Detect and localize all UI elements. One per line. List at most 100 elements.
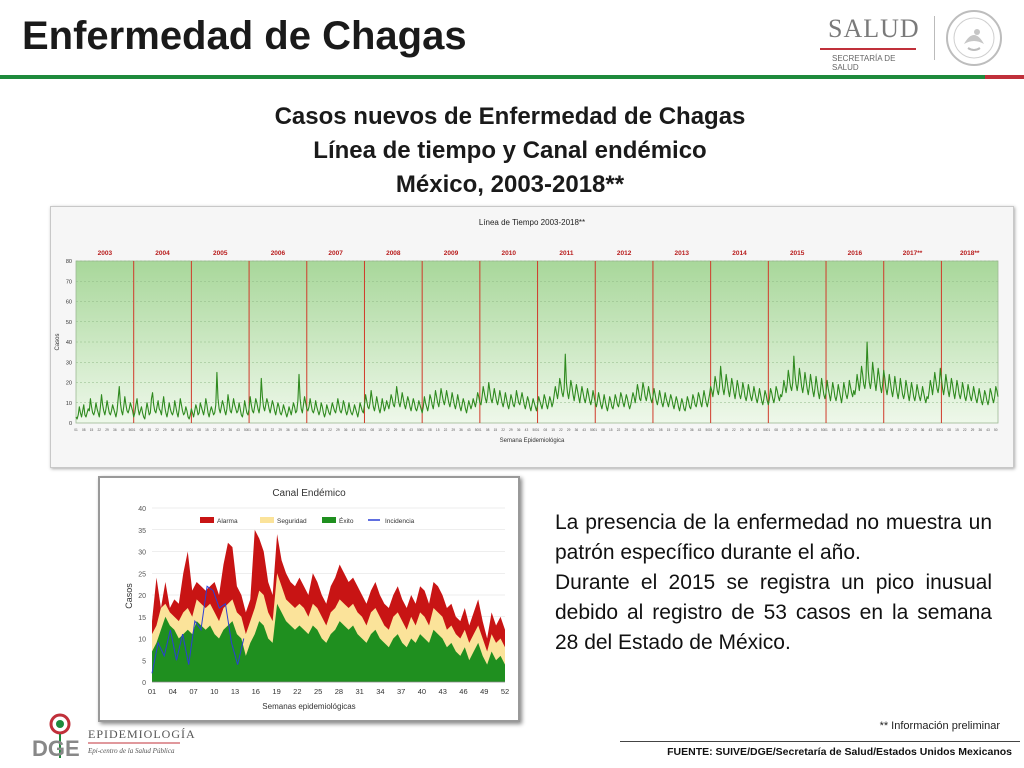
timeline-year-label: 2011 [559, 250, 573, 257]
page-title: Enfermedad de Chagas [22, 14, 467, 58]
endemic-channel-chart: Canal Endémico Semanas epidemiológicas Cas… [124, 488, 509, 711]
timeline-xtick-label: 08 [659, 428, 663, 432]
timeline-xtick-label: 08 [428, 428, 432, 432]
timeline-xtick-label: 15 [897, 428, 901, 432]
canal-ytick-label: 40 [138, 506, 146, 513]
timeline-xtick-label: 01 [478, 428, 482, 432]
canal-xtick-label: 49 [480, 687, 488, 696]
canal-legend-swatch [200, 517, 214, 523]
timeline-xtick-label: 29 [394, 428, 398, 432]
salud-logo-word: SALUD [828, 14, 920, 43]
timeline-xtick-label: 50 [763, 428, 767, 432]
timeline-xtick-label: 36 [632, 428, 636, 432]
timeline-xtick-label: 36 [344, 428, 348, 432]
timeline-xtick-label: 29 [855, 428, 859, 432]
timeline-year-label: 2007 [328, 250, 343, 257]
timeline-xtick-label: 01 [651, 428, 655, 432]
timeline-xtick-label: 50 [994, 428, 998, 432]
timeline-xtick-label: 43 [698, 428, 702, 432]
timeline-year-label: 2005 [213, 250, 228, 257]
timeline-ytick-label: 40 [66, 340, 72, 346]
timeline-title: Línea de Tiempo 2003-2018** [479, 218, 585, 227]
timeline-year-label: 2010 [501, 250, 516, 257]
canal-line-incidencia [151, 585, 245, 674]
timeline-xtick-label: 36 [113, 428, 117, 432]
canal-legend-label: Seguridad [277, 518, 307, 525]
timeline-xtick-label: 29 [567, 428, 571, 432]
timeline-xtick-label: 01 [709, 428, 713, 432]
dge-letters: DGE [32, 736, 80, 761]
timeline-xtick-label: 22 [155, 428, 159, 432]
timeline-xtick-label: 22 [386, 428, 390, 432]
timeline-year-label: 2012 [617, 250, 632, 257]
timeline-xtick-label: 29 [625, 428, 629, 432]
timeline-xtick-label: 01 [74, 428, 78, 432]
canal-xtick-label: 04 [169, 687, 177, 696]
timeline-xtick-label: 15 [724, 428, 728, 432]
timeline-xtick-label: 01 [305, 428, 309, 432]
timeline-xtick-label: 08 [544, 428, 548, 432]
timeline-xtick-label: 15 [494, 428, 498, 432]
timeline-xtick-label: 08 [370, 428, 374, 432]
canal-area-exito [152, 603, 505, 682]
epidemiologia-word: EPIDEMIOLOGÍA [88, 727, 196, 741]
timeline-xtick-label: 08 [82, 428, 86, 432]
timeline-xtick-label: 22 [848, 428, 852, 432]
title-rule-accent [985, 75, 1024, 79]
timeline-xtick-label: 08 [140, 428, 144, 432]
timeline-xtick-label: 43 [525, 428, 529, 432]
timeline-xtick-label: 36 [863, 428, 867, 432]
timeline-xtick-label: 50 [706, 428, 710, 432]
timeline-xtick-label: 36 [921, 428, 925, 432]
timeline-xtick-label: 22 [213, 428, 217, 432]
timeline-xtick-label: 50 [532, 428, 536, 432]
timeline-xtick-label: 22 [905, 428, 909, 432]
chart-heading-line-3: México, 2003-2018** [395, 171, 625, 198]
timeline-xtick-label: 29 [798, 428, 802, 432]
timeline-xtick-label: 50 [475, 428, 479, 432]
timeline-xtick-label: 29 [913, 428, 917, 432]
timeline-xtick-label: 29 [105, 428, 109, 432]
timeline-xtick-label: 50 [359, 428, 363, 432]
timeline-ytick-label: 10 [66, 401, 72, 407]
timeline-xtick-label: 22 [963, 428, 967, 432]
timeline-xtick-label: 43 [352, 428, 356, 432]
canal-ytick-label: 35 [138, 528, 146, 535]
mexico-seal-icon [946, 10, 1002, 66]
timeline-xtick-label: 01 [940, 428, 944, 432]
canal-xtick-label: 10 [210, 687, 218, 696]
timeline-xtick-label: 01 [420, 428, 424, 432]
canal-xtick-label: 16 [252, 687, 260, 696]
timeline-xtick-label: 29 [509, 428, 513, 432]
timeline-xtick-label: 29 [740, 428, 744, 432]
timeline-xtick-label: 36 [402, 428, 406, 432]
timeline-xtick-label: 08 [832, 428, 836, 432]
timeline-xtick-label: 15 [205, 428, 209, 432]
timeline-xtick-label: 15 [378, 428, 382, 432]
timeline-year-label: 2013 [675, 250, 690, 257]
timeline-xtick-label: 43 [871, 428, 875, 432]
timeline-xtick-label: 22 [328, 428, 332, 432]
endemic-channel-panel: Canal Endémico Semanas epidemiológicas Cas… [98, 476, 520, 722]
timeline-xtick-label: 50 [186, 428, 190, 432]
timeline-ytick-label: 50 [66, 320, 72, 326]
timeline-year-label: 2018** [960, 250, 980, 257]
timeline-xtick-label: 43 [294, 428, 298, 432]
timeline-xtick-label: 08 [601, 428, 605, 432]
timeline-xtick-label: 22 [559, 428, 563, 432]
timeline-xtick-label: 43 [813, 428, 817, 432]
timeline-year-label: 2014 [732, 250, 747, 257]
description-paragraph-1: La presencia de la enfermedad no muestra… [555, 511, 992, 564]
timeline-xtick-label: 50 [129, 428, 133, 432]
timeline-xtick-label: 29 [682, 428, 686, 432]
timeline-xtick-label: 50 [417, 428, 421, 432]
canal-xtick-label: 22 [293, 687, 301, 696]
timeline-year-label: 2016 [848, 250, 863, 257]
canal-xtick-label: 52 [501, 687, 509, 696]
timeline-xtick-label: 08 [486, 428, 490, 432]
timeline-xtick-label: 15 [840, 428, 844, 432]
timeline-chart-panel: Línea de Tiempo 2003-2018** Semana Epidem… [50, 206, 1014, 468]
timeline-xtick-label: 43 [755, 428, 759, 432]
timeline-xtick-label: 43 [929, 428, 933, 432]
timeline-xtick-label: 08 [313, 428, 317, 432]
